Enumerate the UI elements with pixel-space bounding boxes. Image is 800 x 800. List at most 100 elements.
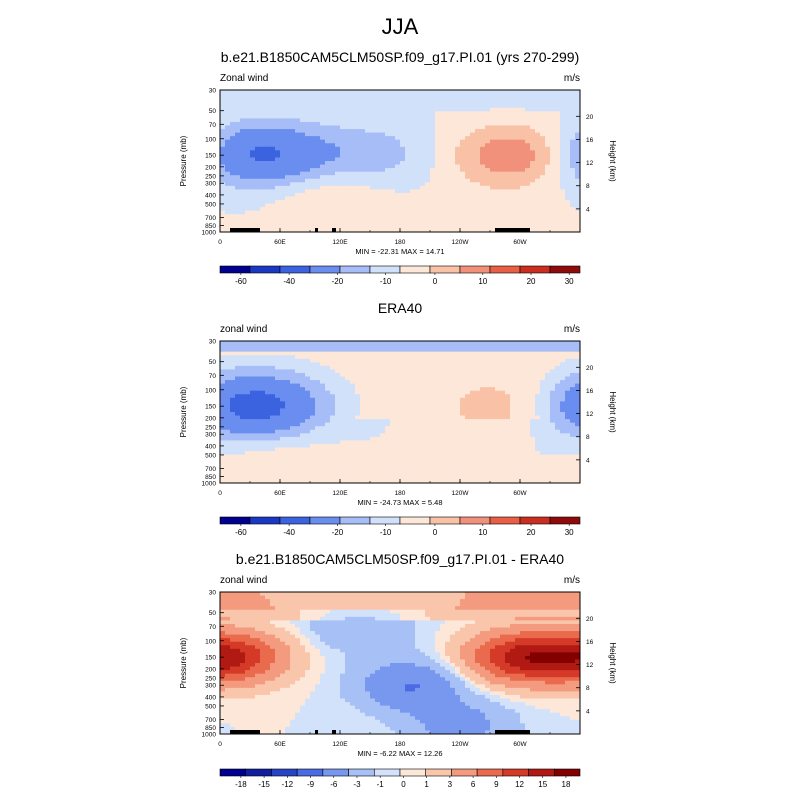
field-cell	[540, 214, 546, 219]
field-cell	[570, 150, 576, 155]
field-cell	[520, 196, 526, 201]
field-cell	[280, 358, 286, 363]
field-cell	[430, 114, 436, 119]
field-cell	[390, 203, 396, 208]
field-cell	[340, 200, 346, 204]
field-cell	[330, 192, 336, 197]
field-cell	[390, 415, 396, 420]
field-cell	[505, 164, 511, 169]
field-cell	[530, 217, 536, 222]
field-cell	[435, 351, 441, 356]
field-cell	[245, 394, 251, 399]
field-cell	[470, 114, 476, 119]
field-cell	[295, 348, 301, 353]
field-cell	[550, 182, 556, 187]
field-cell	[530, 436, 536, 441]
field-cell	[500, 164, 506, 169]
field-cell	[260, 214, 266, 219]
field-cell	[355, 355, 361, 360]
field-cell	[320, 104, 326, 109]
field-cell	[345, 93, 351, 98]
field-cell	[415, 153, 421, 158]
field-cell	[430, 228, 436, 233]
field-cell	[575, 433, 581, 438]
field-cell	[570, 157, 576, 162]
field-cell	[240, 118, 246, 123]
field-cell	[540, 132, 546, 137]
field-cell	[500, 196, 506, 201]
field-cell	[295, 214, 301, 219]
field-cell	[325, 153, 331, 158]
field-cell	[485, 189, 491, 194]
field-cell	[545, 383, 551, 388]
field-cell	[450, 390, 456, 395]
field-cell	[230, 143, 236, 148]
field-cell	[340, 355, 346, 360]
field-cell	[515, 139, 521, 144]
field-cell	[350, 344, 356, 349]
field-cell	[220, 362, 226, 367]
field-cell	[270, 433, 276, 438]
field-cell	[245, 224, 251, 229]
field-cell	[455, 107, 461, 112]
field-cell	[315, 207, 321, 212]
field-cell	[475, 175, 481, 180]
field-cell	[275, 118, 281, 123]
field-cell	[415, 132, 421, 137]
field-cell	[235, 132, 241, 137]
field-cell	[415, 415, 421, 420]
field-cell	[400, 351, 406, 356]
field-cell	[365, 365, 371, 370]
field-cell	[485, 426, 491, 431]
field-cell	[390, 175, 396, 180]
field-cell	[270, 358, 276, 363]
field-cell	[350, 146, 356, 151]
field-cell	[255, 132, 261, 137]
field-cell	[370, 185, 376, 190]
field-cell	[255, 100, 261, 105]
field-cell	[500, 157, 506, 162]
field-cell	[470, 221, 476, 226]
field-cell	[315, 161, 321, 165]
field-cell	[510, 168, 516, 173]
field-cell	[540, 189, 546, 194]
field-cell	[460, 168, 466, 173]
field-cell	[440, 203, 446, 208]
field-cell	[375, 146, 381, 151]
field-cell	[450, 93, 456, 98]
field-cell	[275, 365, 281, 370]
field-cell	[405, 93, 411, 98]
field-cell	[360, 214, 366, 219]
field-cell	[325, 362, 331, 367]
field-cell	[460, 132, 466, 137]
field-cell	[320, 372, 326, 377]
field-cell	[235, 387, 241, 392]
field-cell	[325, 210, 331, 215]
field-cell	[280, 107, 286, 112]
field-cell	[480, 228, 486, 233]
field-cell	[465, 182, 471, 187]
field-cell	[250, 150, 256, 155]
field-cell	[445, 157, 451, 162]
field-cell	[500, 143, 506, 148]
field-cell	[505, 369, 511, 374]
field-cell	[310, 404, 316, 409]
field-cell	[480, 196, 486, 201]
field-cell	[245, 344, 251, 349]
field-cell	[485, 224, 491, 229]
field-cell	[510, 369, 516, 374]
field-cell	[520, 93, 526, 98]
field-cell	[570, 433, 576, 438]
field-cell	[500, 390, 506, 395]
field-cell	[575, 228, 581, 233]
field-cell	[310, 390, 316, 395]
field-cell	[490, 90, 496, 94]
field-cell	[535, 365, 541, 370]
field-cell	[545, 351, 551, 356]
field-cell	[450, 365, 456, 370]
field-cell	[330, 150, 336, 155]
field-cell	[450, 182, 456, 187]
field-cell	[570, 207, 576, 212]
field-cell	[380, 118, 386, 123]
field-cell	[420, 221, 426, 226]
